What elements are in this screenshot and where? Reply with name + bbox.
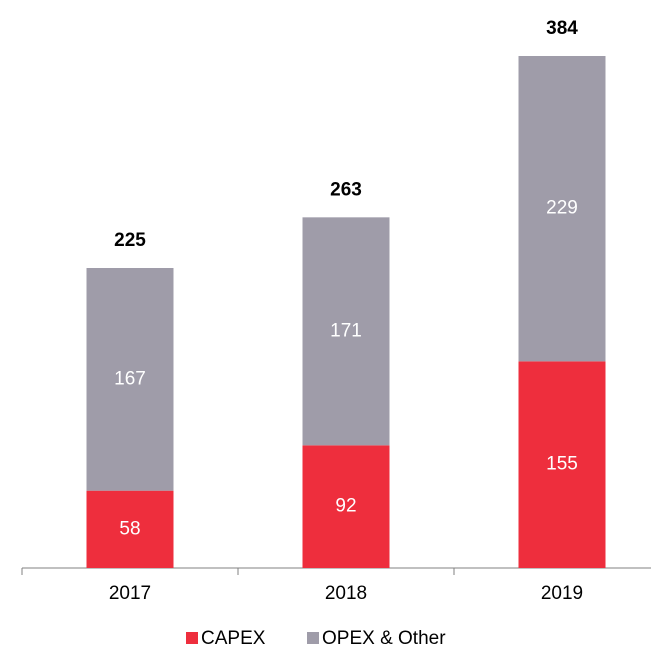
total-label: 384 <box>546 18 578 39</box>
legend-label: OPEX & Other <box>322 628 446 649</box>
value-label: 229 <box>546 198 578 219</box>
total-label: 263 <box>330 179 362 200</box>
bar-segment <box>86 490 174 568</box>
legend-swatch <box>186 632 198 644</box>
total-label: 225 <box>114 230 146 251</box>
bar-segment <box>518 56 606 362</box>
x-tick-label: 2018 <box>325 583 367 604</box>
legend-swatch <box>307 632 319 644</box>
bar-segment <box>302 445 390 568</box>
value-label: 92 <box>335 496 356 517</box>
legend-label: CAPEX <box>201 628 266 649</box>
value-label: 171 <box>330 320 362 341</box>
value-label: 167 <box>114 368 146 389</box>
x-tick-label: 2017 <box>109 583 151 604</box>
bar-segment <box>86 268 174 491</box>
x-tick-label: 2019 <box>541 583 583 604</box>
value-label: 155 <box>546 454 578 475</box>
bar-segment <box>518 361 606 568</box>
bar-segment <box>302 217 390 446</box>
value-label: 58 <box>119 518 140 539</box>
